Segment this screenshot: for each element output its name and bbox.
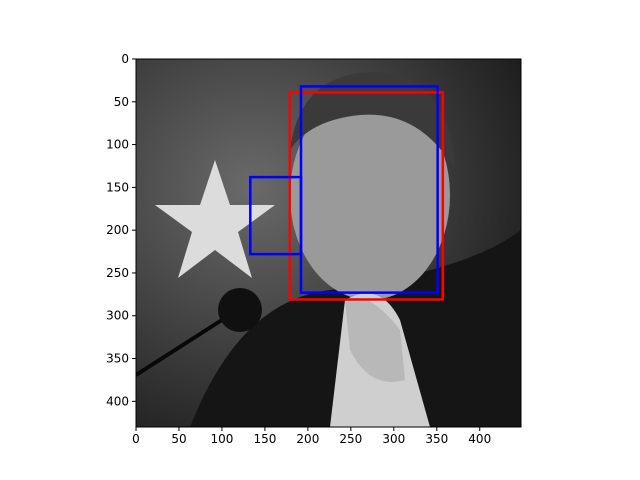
y-tick-label: 200 — [106, 223, 129, 237]
x-tick-label: 50 — [171, 432, 186, 446]
y-tick-label: 300 — [106, 309, 129, 323]
axes-frame — [135, 58, 522, 428]
y-tick-label: 400 — [106, 394, 129, 408]
x-tick-label: 100 — [210, 432, 233, 446]
y-tick-label: 100 — [106, 138, 129, 152]
bounding-box — [249, 175, 303, 256]
x-tick-label: 250 — [339, 432, 362, 446]
y-tick-label: 350 — [106, 352, 129, 366]
x-tick-label: 0 — [132, 432, 140, 446]
y-tick-label: 250 — [106, 266, 129, 280]
x-tick-label: 350 — [425, 432, 448, 446]
x-tick-label: 400 — [468, 432, 491, 446]
y-tick-label: 150 — [106, 180, 129, 194]
photo — [136, 59, 521, 427]
x-tick-label: 150 — [253, 432, 276, 446]
x-tick-label: 200 — [296, 432, 319, 446]
y-tick-label: 50 — [114, 95, 129, 109]
bounding-box — [288, 91, 445, 301]
x-tick-label: 300 — [382, 432, 405, 446]
y-tick-label: 0 — [121, 52, 129, 66]
